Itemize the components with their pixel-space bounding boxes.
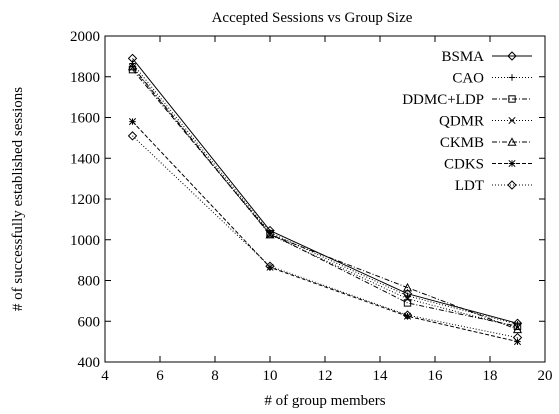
legend-item-ddmc-ldp: DDMC+LDP (402, 92, 532, 108)
legend-label: QDMR (439, 114, 484, 130)
legend-marker (508, 74, 516, 81)
legend-marker (507, 51, 517, 61)
legend-item-ldt: LDT (455, 178, 532, 194)
y-tick-label: 1000 (70, 233, 100, 249)
y-tick-label: 1800 (70, 70, 100, 86)
x-tick-label: 16 (428, 368, 444, 384)
series-ckmb (127, 61, 523, 334)
data-point-ddmc-ldp (403, 299, 412, 307)
y-tick-label: 1600 (70, 111, 100, 127)
x-tick-label: 4 (101, 368, 109, 384)
data-point-ckmb (512, 324, 523, 334)
x-tick-label: 18 (483, 368, 498, 384)
data-point-cao (404, 292, 411, 299)
data-point-ldt (265, 261, 275, 271)
series-line-cdks (132, 121, 518, 343)
legend-item-cdks: CDKS (444, 157, 532, 173)
legend-item-bsma: BSMA (441, 49, 532, 65)
series-ldt (127, 131, 523, 343)
legend-marker (508, 95, 516, 103)
data-point-cdks (403, 312, 412, 320)
data-point-ldt (402, 310, 413, 320)
x-tick-label: 10 (263, 368, 278, 384)
data-point-ldt (127, 131, 138, 141)
legend-item-qdmr: QDMR (439, 114, 532, 130)
series-line-ddmc-ldp (132, 69, 518, 327)
legend: BSMA CAO DDMC+LDP QDMR CKMB CDKS LDT (402, 49, 532, 194)
x-tick-label: 20 (538, 368, 553, 384)
data-point-qdmr (403, 295, 412, 303)
data-point-ckmb (127, 61, 138, 71)
x-axis-label: # of group members (264, 393, 385, 409)
y-axis-label: # of successfully established sessions (10, 87, 26, 311)
x-tick-label: 8 (211, 368, 219, 384)
legend-marker (508, 116, 516, 125)
y-tick-label: 1200 (70, 192, 100, 208)
legend-label: CDKS (444, 157, 484, 173)
legend-label: LDT (455, 178, 484, 194)
legend-marker (507, 137, 517, 146)
data-point-ckmb (265, 229, 275, 239)
x-tick-label: 12 (318, 368, 333, 384)
y-tick-label: 600 (78, 314, 101, 330)
series-cdks (128, 118, 522, 346)
series-layer (127, 53, 523, 346)
data-point-cdks (128, 118, 137, 126)
y-tick-label: 1400 (70, 151, 100, 167)
data-point-ldt (512, 332, 523, 343)
y-tick-label: 400 (78, 355, 101, 371)
legend-label: BSMA (441, 49, 484, 65)
chart-title: Accepted Sessions vs Group Size (212, 10, 413, 26)
legend-marker (507, 180, 517, 190)
legend-label: CAO (452, 71, 484, 87)
data-point-ddmc-ldp (513, 322, 522, 331)
data-point-ckmb (402, 282, 413, 292)
series-line-cao (132, 63, 518, 325)
legend-marker (508, 159, 516, 168)
x-tick-label: 6 (156, 368, 164, 384)
y-axis: 400 600 800 1000 1200 1400 1600 1800 2000 (70, 29, 545, 371)
legend-item-cao: CAO (452, 71, 532, 87)
legend-item-ckmb: CKMB (440, 135, 532, 151)
y-tick-label: 800 (78, 274, 101, 290)
legend-label: DDMC+LDP (402, 92, 484, 108)
series-line-qdmr (132, 67, 518, 328)
series-line-ckmb (132, 66, 518, 330)
legend-label: CKMB (440, 135, 484, 151)
y-tick-label: 2000 (70, 29, 100, 45)
x-axis: 4 6 8 10 12 14 16 18 20 (101, 36, 553, 384)
data-point-cdks (266, 263, 274, 271)
x-tick-label: 14 (373, 368, 389, 384)
